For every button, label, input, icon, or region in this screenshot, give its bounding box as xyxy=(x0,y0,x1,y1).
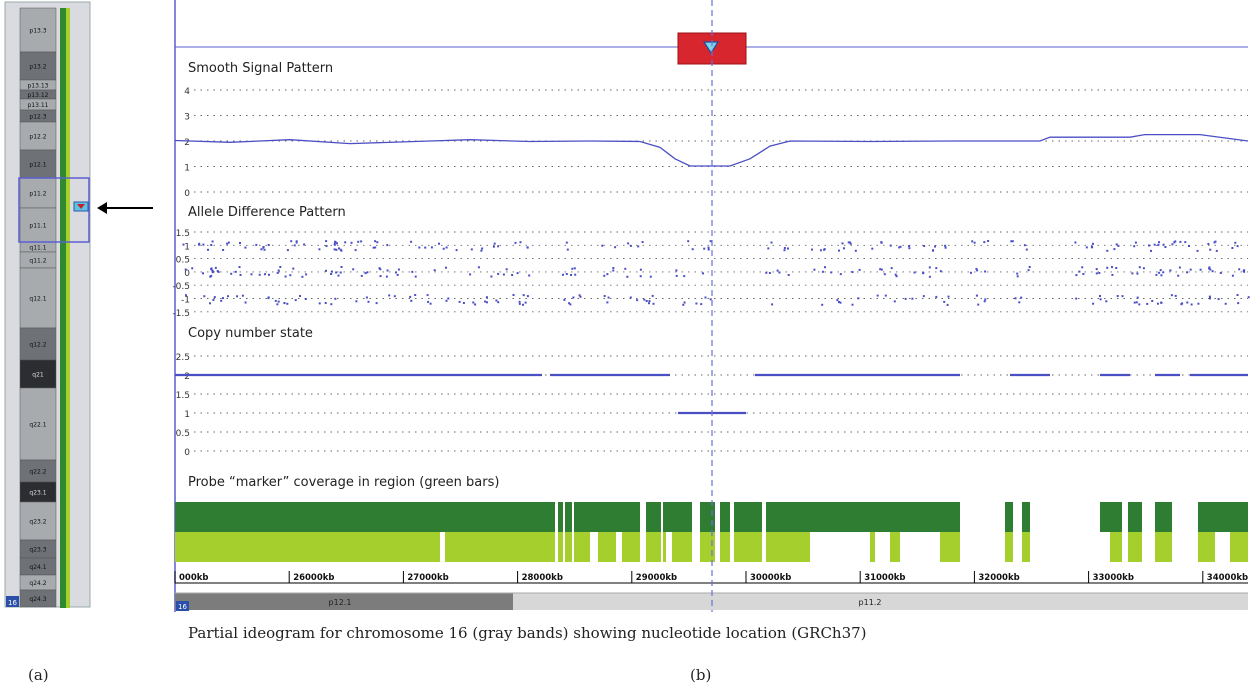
ideogram-band-label: p11.1 xyxy=(29,223,46,230)
smooth-tick-label: 0 xyxy=(184,189,190,199)
ideogram-band-label: p13.2 xyxy=(29,64,46,71)
probe-coverage-title: Probe “marker” coverage in region (green… xyxy=(188,475,499,490)
allele-tick-label: 0 xyxy=(184,269,190,279)
position-axis: 000kb 26000kb 27000kb 28000kb 29000kb 30000kb… xyxy=(174,571,1248,583)
smooth-tick-label: 3 xyxy=(184,113,190,123)
copy-tick-label: 1 xyxy=(184,410,190,420)
ideogram-band-label: q24.2 xyxy=(29,580,46,587)
smooth-signal-line xyxy=(174,133,1249,167)
allele-tick-label: 1.5 xyxy=(176,229,190,239)
allele-tick-label: -1.5 xyxy=(172,309,190,319)
ideogram-band xyxy=(19,589,57,608)
allele-tick-label: -1 xyxy=(181,296,190,306)
axis-tick-label: 000kb xyxy=(179,573,208,583)
copy-tick-label: 1.5 xyxy=(176,391,190,401)
ideogram-band xyxy=(19,149,57,179)
panel-label-b: (b) xyxy=(690,666,712,684)
ideogram-band-label: q12.2 xyxy=(29,342,46,349)
ideogram-band xyxy=(19,121,57,151)
band-bar-chrom-badge: 16 xyxy=(178,603,187,611)
axis-tick-label: 30000kb xyxy=(750,573,791,583)
pointer-arrow xyxy=(97,202,153,214)
allele-difference-dots xyxy=(182,240,1250,306)
smooth-signal-title: Smooth Signal Pattern xyxy=(188,61,333,76)
axis-tick-label: 32000kb xyxy=(978,573,1019,583)
ideogram-band-label: q12.1 xyxy=(29,296,46,303)
ideogram-band-label: q11.1 xyxy=(29,245,46,252)
copy-number-title: Copy number state xyxy=(188,326,313,341)
allele-tick-label: 1 xyxy=(184,242,190,252)
axis-tick-label: 29000kb xyxy=(636,573,677,583)
ideogram-band xyxy=(19,7,57,53)
axis-tick-label: 28000kb xyxy=(522,573,563,583)
band-bar-right-label: p11.2 xyxy=(859,598,882,607)
smooth-tick-label: 2 xyxy=(184,138,190,148)
ideogram-band-label: q23.2 xyxy=(29,519,46,526)
ideogram-band xyxy=(19,501,57,541)
ideogram-band-label: p12.1 xyxy=(29,162,46,169)
ideogram-band-label: q24.1 xyxy=(29,564,46,571)
copy-tick-label: 0 xyxy=(184,448,190,458)
axis-tick-label: 27000kb xyxy=(407,573,448,583)
chromosome-ideogram: p13.3 p13.2 p13.13 p13.12 p13.11 p12.3 p12.2 p1… xyxy=(4,1,91,608)
ideogram-chrom-badge: 16 xyxy=(8,599,17,607)
ideogram-band-label: q21 xyxy=(32,372,44,379)
axis-tick-label: 33000kb xyxy=(1093,573,1134,583)
axis-tick-label: 34000kb xyxy=(1207,573,1248,583)
band-bar-left-label: p12.1 xyxy=(329,598,352,607)
copy-tick-label: 0.5 xyxy=(176,429,190,439)
ideogram-band-label: p13.12 xyxy=(28,92,49,99)
allele-difference-title: Allele Difference Pattern xyxy=(188,205,346,220)
ideogram-band-label: p13.11 xyxy=(28,102,49,109)
allele-tick-label: 0.5 xyxy=(176,256,190,266)
ideogram-band-label: p12.2 xyxy=(29,134,46,141)
ideogram-band xyxy=(19,267,57,329)
ideogram-band xyxy=(19,327,57,361)
ideogram-band-label: p12.3 xyxy=(29,114,46,121)
axis-tick-label: 31000kb xyxy=(864,573,905,583)
ideogram-band xyxy=(19,207,57,243)
ideogram-band-label: q23.3 xyxy=(29,547,46,554)
allele-tick-label: -0.5 xyxy=(172,282,190,292)
smooth-tick-label: 1 xyxy=(184,164,190,174)
copy-tick-label: 2.5 xyxy=(176,353,190,363)
copy-tick-label: 2 xyxy=(184,372,190,382)
ideogram-band xyxy=(19,51,57,81)
figure-caption: Partial ideogram for chromosome 16 (gray… xyxy=(188,624,867,642)
ideogram-band-label: q22.1 xyxy=(29,422,46,429)
ideogram-band xyxy=(19,359,57,389)
ideogram-band-label: p13.13 xyxy=(28,83,49,90)
panel-label-a: (a) xyxy=(28,666,49,684)
ideogram-band-label: q11.2 xyxy=(29,258,46,265)
ideogram-band-label: p11.2 xyxy=(29,191,46,198)
ideogram-band-label: p13.3 xyxy=(29,28,46,35)
axis-tick-label: 26000kb xyxy=(293,573,334,583)
ideogram-band-label: q23.1 xyxy=(29,490,46,497)
ideogram-band-label: q22.2 xyxy=(29,469,46,476)
ideogram-band-label: q24.3 xyxy=(29,596,46,603)
genome-browser-view: Smooth Signal Pattern 4 3 2 1 0 Allele Diffe… xyxy=(172,0,1250,612)
smooth-tick-label: 4 xyxy=(184,87,190,97)
